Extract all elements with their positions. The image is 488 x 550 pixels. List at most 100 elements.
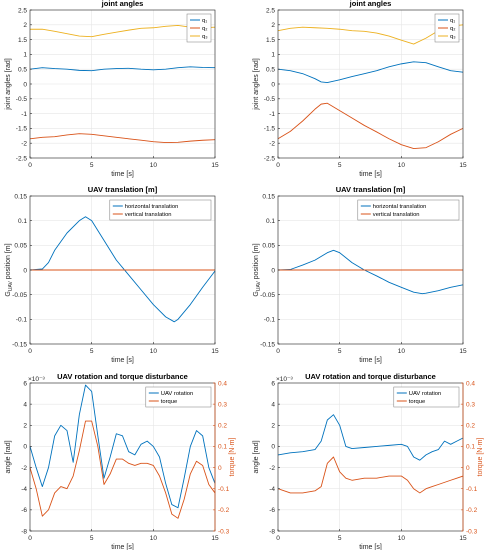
series-line-1: [277, 414, 464, 461]
chart-panel-4: 0 5 10 15 -0.15 -0.1 -0.05 0 0.05 0.1 0.15 UAV tran…: [253, 185, 467, 364]
legend-label: horizontal translation: [373, 204, 427, 210]
legend-box: [357, 199, 460, 221]
series-line-1: [29, 66, 216, 72]
y-tick-label: 2: [271, 423, 275, 430]
x-tick-label: 0: [276, 348, 280, 355]
y-tick-label: 2: [23, 22, 27, 29]
y-tick-label: 0: [271, 444, 275, 451]
y2-tick-label: 0: [218, 465, 222, 472]
y2-axis-label: torque [N·m]: [229, 437, 236, 476]
y2-tick-label: -0.3: [218, 528, 230, 535]
y-tick-label: 0: [23, 444, 27, 451]
axis-exponent: ×10⁻³: [276, 376, 293, 383]
y-tick-label: -0.15: [12, 341, 27, 348]
legend-box: [145, 386, 212, 408]
legend: horizontal translation vertical translati…: [109, 199, 212, 221]
y2-tick-label: -0.1: [218, 486, 230, 493]
x-tick-label: 0: [276, 535, 280, 542]
x-tick-label: 5: [338, 348, 342, 355]
legend: horizontal translation vertical translati…: [357, 199, 460, 221]
y2-tick-label: 0.2: [218, 423, 227, 430]
y-tick-label: 6: [23, 380, 27, 387]
y-axis-label: angle [rad]: [253, 440, 260, 473]
legend: q₁ q₂ q₃: [434, 13, 460, 43]
x-tick-label: 0: [28, 348, 32, 355]
legend: UAV rotation torque: [393, 386, 460, 408]
x-tick-label: 0: [276, 162, 280, 169]
x-tick-label: 5: [338, 162, 342, 169]
y2-tick-label: 0.1: [466, 444, 475, 451]
series-line-3: [30, 24, 216, 38]
y-tick-label: -8: [21, 528, 27, 535]
y2-tick-label: 0: [466, 465, 470, 472]
legend-label: q₁: [450, 18, 455, 24]
x-axis-label: time [s]: [111, 544, 134, 550]
y-axis-label: joint angles [rad]: [253, 58, 260, 110]
y-tick-label: 1.5: [266, 37, 275, 44]
chart-panel-1: 0 5 10 15 -2.5 -2 -1.5 -1 -0.5 0 0.5 1 1.5 2 2.5 joint …: [5, 0, 219, 178]
x-tick-label: 10: [398, 162, 406, 169]
y2-tick-label: 0.3: [218, 401, 227, 408]
x-axis-label: time [s]: [359, 357, 382, 364]
y-tick-label: -0.1: [264, 317, 276, 324]
y-tick-label: -6: [21, 507, 27, 514]
y-tick-label: -2: [21, 465, 27, 472]
x-axis-label: time [s]: [111, 357, 134, 364]
y-tick-label: -2.5: [16, 155, 28, 162]
legend-box: [393, 386, 460, 408]
y-tick-label: 1: [23, 52, 27, 59]
y-tick-label: -4: [21, 486, 27, 493]
y-axis-label: GUAV position [m]: [5, 243, 14, 296]
y-tick-label: -1.5: [16, 126, 28, 133]
y-tick-label: -0.5: [16, 96, 28, 103]
y-tick-label: -4: [269, 486, 275, 493]
series-line-1: [29, 384, 216, 509]
series-line-2: [29, 133, 216, 144]
y2-tick-label: -0.2: [466, 507, 478, 514]
chart-title: joint angles: [101, 0, 144, 8]
y-tick-label: 2: [271, 22, 275, 29]
y-tick-label: 4: [23, 401, 27, 408]
chart-panel-3: 0 5 10 15 -0.15 -0.1 -0.05 0 0.05 0.1 0.15 UAV tran…: [5, 185, 219, 364]
x-tick-label: 5: [338, 535, 342, 542]
x-tick-label: 10: [150, 348, 158, 355]
y-tick-label: 4: [271, 401, 275, 408]
series-line-2: [277, 456, 464, 494]
x-tick-label: 5: [90, 162, 94, 169]
y-tick-label: -2.5: [264, 155, 276, 162]
y-tick-label: 2: [23, 423, 27, 430]
legend-box: [109, 199, 212, 221]
series-line-3: [277, 24, 464, 45]
axis-exponent: ×10⁻³: [28, 376, 45, 383]
x-tick-label: 0: [28, 535, 32, 542]
y-tick-label: -8: [269, 528, 275, 535]
y-tick-label: 0.5: [266, 67, 275, 74]
x-tick-label: 10: [150, 162, 158, 169]
y-tick-label: 0: [271, 267, 275, 274]
series-line-1: [277, 61, 464, 83]
chart-panel-5: 0 5 10 15 -8 -6 -4 -2 0 2 4 6 -0.3 -0.2 -0.1 0 0.1 0.2 0.3…: [5, 372, 236, 550]
series-line-1: [29, 216, 216, 323]
y-axis-label: angle [rad]: [5, 440, 12, 473]
y-tick-label: -0.05: [12, 292, 27, 299]
series-line-1: [277, 249, 464, 295]
y-axis-label: joint angles [rad]: [5, 58, 12, 110]
legend-label: vertical translation: [373, 212, 420, 218]
x-tick-label: 15: [211, 162, 219, 169]
y-tick-label: -6: [269, 507, 275, 514]
y-tick-label: -1: [269, 111, 275, 118]
y-tick-label: -0.5: [264, 96, 276, 103]
series-line-2: [29, 420, 216, 519]
chart-title: joint angles: [349, 0, 392, 8]
legend-label: q₂: [450, 26, 455, 32]
legend-label: torque: [161, 399, 177, 405]
x-tick-label: 5: [90, 535, 94, 542]
y-tick-label: -2: [21, 141, 27, 148]
y2-tick-label: 0.3: [466, 401, 475, 408]
y-tick-label: 0: [23, 81, 27, 88]
chart-title: UAV rotation and torque disturbance: [305, 372, 436, 381]
y2-tick-label: 0.1: [218, 444, 227, 451]
y-tick-label: 0.15: [14, 193, 27, 200]
x-tick-label: 10: [398, 348, 406, 355]
y-tick-label: -2: [269, 141, 275, 148]
